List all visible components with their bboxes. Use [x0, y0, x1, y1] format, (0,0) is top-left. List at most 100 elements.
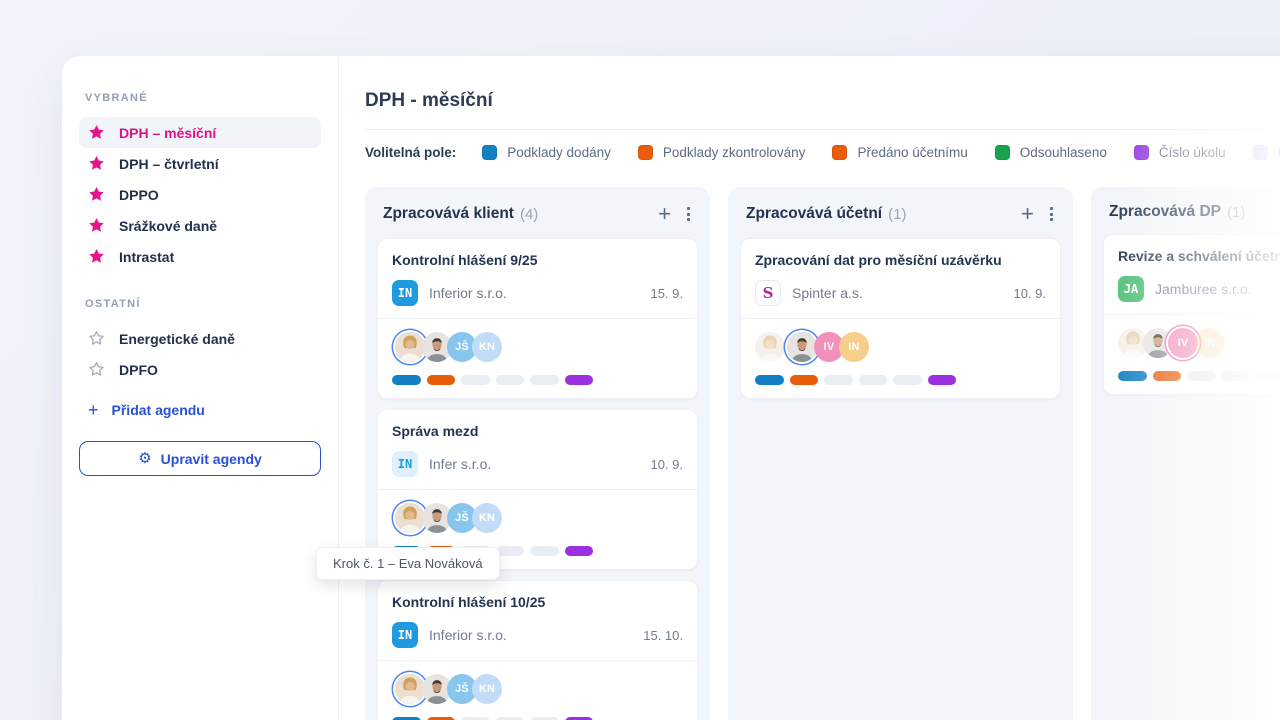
step-pill-blue[interactable]	[755, 375, 784, 385]
star-filled-icon	[88, 186, 105, 203]
legend-item-label: Číslo úkolu	[1158, 145, 1226, 160]
sidebar-item-intrastat[interactable]: Intrastat	[79, 241, 321, 272]
checkbox-hodnota[interactable]	[1252, 145, 1268, 160]
client-name: Jamburee s.r.o.	[1155, 281, 1252, 297]
avatar-initials[interactable]: IN	[839, 332, 869, 362]
step-progress-pills[interactable]	[392, 375, 683, 385]
step-pill-gray[interactable]	[461, 717, 490, 720]
step-pill-gray[interactable]	[530, 375, 559, 385]
assignee-avatars[interactable]: IV IN	[755, 330, 1046, 364]
sidebar-item-dph-mesicni[interactable]: DPH – měsíční	[79, 117, 321, 148]
task-card[interactable]: Kontrolní hlášení 10/25 IN Inferior s.r.…	[377, 580, 698, 720]
step-pill-gray[interactable]	[530, 717, 559, 720]
avatar-initials[interactable]: KN	[472, 503, 502, 533]
column-menu-icon[interactable]	[1048, 205, 1055, 223]
client-badge: S	[755, 280, 781, 306]
sidebar-section-title-vybrane: VYBRANÉ	[85, 92, 148, 104]
column-zpracovava-ucetni: Zpracovává účetní (1) + Zpracování dat p…	[728, 187, 1073, 720]
sidebar-item-label: Intrastat	[119, 248, 175, 265]
checkbox-podklady-zkontrolovany[interactable]	[637, 145, 653, 160]
assignee-avatars[interactable]: JŠ KN	[392, 672, 683, 706]
avatar-photo-man[interactable]	[787, 332, 817, 362]
checkbox-odsouhlaseno[interactable]	[994, 145, 1010, 160]
assignee-avatars[interactable]: JŠ KN	[392, 330, 683, 364]
step-pill-gray[interactable]	[1187, 371, 1216, 381]
step-pill-gray[interactable]	[530, 546, 559, 556]
avatar-initials[interactable]: IN	[1195, 328, 1225, 358]
assignee-avatars[interactable]: IV IN	[1118, 326, 1280, 360]
avatar-photo-man[interactable]	[422, 503, 452, 533]
step-pill-orange[interactable]	[789, 375, 818, 385]
column-zpracovava-dp: Zpracovává DP (1) Revize a schválení úče…	[1091, 187, 1280, 720]
step-pill-gray[interactable]	[495, 375, 524, 385]
card-title: Zpracování dat pro měsíční uzávěrku	[755, 252, 1002, 268]
checkbox-podklady-dodany[interactable]	[482, 145, 498, 160]
column-header: Zpracovává DP (1)	[1091, 187, 1280, 234]
column-zpracovava-klient: Zpracovává klient (4) + Kontrolní hlášen…	[365, 187, 710, 720]
column-count: (1)	[888, 205, 907, 223]
step-pill-orange[interactable]	[426, 717, 455, 720]
checkbox-cislo-ukolu[interactable]	[1133, 145, 1149, 160]
sidebar-item-srazkove-dane[interactable]: Srážkové daně	[79, 210, 321, 241]
avatar-photo-woman[interactable]	[755, 332, 785, 362]
edit-agendas-label: Upravit agendy	[160, 450, 262, 467]
add-agenda-link[interactable]: + Přidat agendu	[79, 401, 321, 419]
avatar-photo-woman[interactable]	[395, 674, 425, 704]
step-progress-pills[interactable]	[1118, 371, 1280, 381]
sidebar-item-dph-ctvrletni[interactable]: DPH – čtvrletní	[79, 148, 321, 179]
avatar-photo-woman[interactable]	[395, 332, 425, 362]
step-pill-orange[interactable]	[1152, 371, 1181, 381]
add-card-icon[interactable]: +	[1021, 201, 1034, 226]
edit-agendas-button[interactable]: ⚙ Upravit agendy	[79, 441, 321, 476]
page-title: DPH - měsíční	[365, 90, 493, 111]
column-menu-icon[interactable]	[685, 205, 692, 223]
step-progress-pills[interactable]	[392, 717, 683, 720]
step-pill-purple[interactable]	[927, 375, 956, 385]
client-name: Inferior s.r.o.	[429, 627, 507, 643]
assignee-avatars[interactable]: JŠ KN	[392, 501, 683, 535]
column-title: Zpracovává účetní	[746, 205, 883, 222]
cards-list: Revize a schválení účetní JA Jamburee s.…	[1091, 234, 1280, 407]
legend-item-label: Odsouhlaseno	[1019, 145, 1107, 160]
task-card[interactable]: Revize a schválení účetní JA Jamburee s.…	[1103, 234, 1280, 395]
step-pill-gray[interactable]	[495, 717, 524, 720]
step-pill-purple[interactable]	[564, 717, 593, 720]
step-pill-gray[interactable]	[461, 375, 490, 385]
step-pill-gray[interactable]	[1256, 371, 1280, 381]
avatar-photo-man[interactable]	[422, 674, 452, 704]
step-pill-gray[interactable]	[858, 375, 887, 385]
step-pill-blue[interactable]	[1118, 371, 1147, 381]
step-pill-purple[interactable]	[564, 375, 593, 385]
task-card[interactable]: Kontrolní hlášení 9/25 IN Inferior s.r.o…	[377, 238, 698, 399]
avatar-initials[interactable]: IV	[1168, 328, 1198, 358]
step-progress-pills[interactable]	[755, 375, 1046, 385]
add-card-icon[interactable]: +	[658, 201, 671, 226]
avatar-initials[interactable]: KN	[472, 674, 502, 704]
avatar-photo-woman[interactable]	[395, 503, 425, 533]
sidebar-item-dppo[interactable]: DPPO	[79, 179, 321, 210]
legend-item-odsouhlaseno: Odsouhlaseno	[994, 145, 1107, 160]
card-title: Revize a schválení účetní	[1118, 248, 1280, 264]
step-pill-purple[interactable]	[564, 546, 593, 556]
task-card[interactable]: Správa mezd IN Infer s.r.o. 10. 9. JŠ KN	[377, 409, 698, 570]
step-pill-orange[interactable]	[426, 375, 455, 385]
step-pill-gray[interactable]	[893, 375, 922, 385]
step-pill-gray[interactable]	[1221, 371, 1250, 381]
column-header: Zpracovává účetní (1) +	[728, 187, 1073, 238]
legend-label: Volitelná pole:	[365, 145, 457, 160]
sidebar-item-energeticke-dane[interactable]: Energetické daně	[79, 323, 321, 354]
sidebar-section-title-ostatni: OSTATNÍ	[85, 298, 141, 310]
step-pill-gray[interactable]	[824, 375, 853, 385]
avatar-photo-man[interactable]	[422, 332, 452, 362]
due-date: 10. 9.	[650, 456, 683, 472]
sidebar-item-dpfo[interactable]: DPFO	[79, 354, 321, 385]
due-date: 10. 9.	[1013, 285, 1046, 301]
task-card[interactable]: Zpracování dat pro měsíční uzávěrku S Sp…	[740, 238, 1061, 399]
checkbox-predano-ucetnimu[interactable]	[832, 145, 848, 160]
star-filled-icon	[88, 217, 105, 234]
avatar-initials[interactable]: KN	[472, 332, 502, 362]
step-pill-blue[interactable]	[392, 375, 421, 385]
star-filled-icon	[88, 124, 105, 141]
step-pill-gray[interactable]	[495, 546, 524, 556]
step-pill-blue[interactable]	[392, 717, 421, 720]
